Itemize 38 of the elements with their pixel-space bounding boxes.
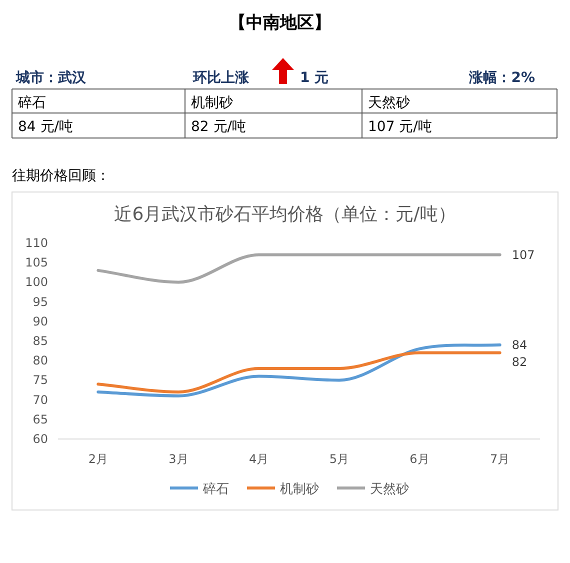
y-tick-label: 90	[32, 314, 48, 328]
y-tick-label: 65	[32, 412, 48, 426]
text: 107 元/吨	[368, 119, 432, 135]
data-label: 82	[512, 354, 528, 369]
text: 82 元/吨	[191, 119, 246, 135]
text: 碎石	[17, 95, 46, 111]
x-tick-label: 7月	[490, 452, 510, 466]
y-tick-label: 60	[32, 432, 48, 446]
y-tick-label: 105	[25, 256, 48, 270]
chart-title: 近6月武汉市砂石平均价格（单位：元/吨）	[114, 204, 456, 225]
legend-label: 天然砂	[370, 482, 409, 497]
y-tick-label: 70	[32, 392, 48, 407]
text: 【中南地区】	[229, 13, 331, 33]
text: 往期价格回顾：	[12, 168, 110, 184]
x-tick-label: 4月	[249, 452, 269, 466]
text: 机制砂	[191, 95, 233, 111]
text: 天然砂	[368, 95, 410, 111]
line-series	[96, 343, 502, 398]
text: 1 元	[300, 70, 329, 86]
x-tick-label: 6月	[410, 452, 430, 466]
y-tick-label: 85	[32, 334, 48, 348]
y-tick-label: 110	[25, 236, 48, 250]
x-tick-label: 3月	[168, 452, 188, 466]
y-tick-label: 95	[32, 294, 48, 309]
y-tick-label: 100	[25, 275, 48, 290]
text: 84 元/吨	[18, 119, 73, 135]
legend-label: 碎石	[202, 482, 229, 497]
x-tick-label: 5月	[329, 452, 349, 466]
text: 环比上涨	[192, 70, 250, 86]
data-label: 84	[512, 338, 528, 352]
y-tick-label: 75	[32, 373, 48, 388]
y-tick-label: 80	[32, 354, 48, 368]
text: 城市：武汉	[15, 69, 87, 86]
legend-label: 机制砂	[280, 482, 319, 497]
data-label: 107	[512, 248, 535, 262]
x-tick-label: 2月	[88, 452, 108, 466]
line-series	[96, 351, 502, 394]
text: 涨幅：2%	[468, 70, 535, 86]
